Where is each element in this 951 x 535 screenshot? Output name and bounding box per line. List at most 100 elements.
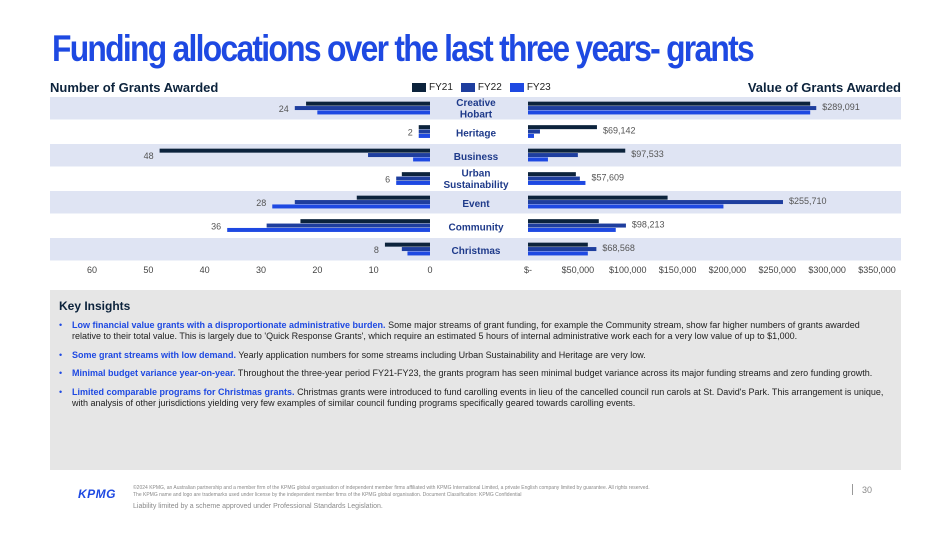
right-bar-fy21 (528, 219, 599, 224)
left-bar-fy21 (356, 195, 430, 200)
page-number: 30 (862, 485, 873, 495)
right-bar-fy21 (528, 125, 597, 130)
right-bar-fy22 (528, 106, 817, 111)
right-axis-tick: $- (524, 265, 532, 275)
right-data-label: $255,710 (789, 196, 827, 206)
left-bar-fy21 (384, 242, 430, 247)
left-axis-tick: 20 (312, 265, 322, 275)
left-bar-fy23 (413, 157, 430, 162)
insight-lead: Some grant streams with low demand. (72, 349, 237, 360)
left-bar-fy22 (368, 153, 430, 158)
right-data-label: $69,142 (603, 125, 636, 135)
footer-legal-line-1: ©2024 KPMG, an Australian partnership an… (133, 485, 650, 491)
left-data-label: 48 (144, 151, 154, 161)
insight-item: Some grant streams with low demand. Year… (59, 349, 891, 362)
right-bar-fy23 (528, 133, 534, 138)
footer-divider (852, 484, 853, 495)
right-bar-fy21 (528, 148, 626, 153)
left-bar-fy23 (396, 180, 430, 185)
right-bar-fy23 (528, 251, 588, 256)
left-axis-tick: 50 (143, 265, 153, 275)
right-axis-tick: $300,000 (808, 265, 846, 275)
category-label: Hobart (460, 110, 493, 121)
right-bar-fy23 (528, 180, 586, 185)
right-bar-fy23 (528, 204, 724, 209)
left-chart-title: Number of Grants Awarded (50, 80, 219, 95)
insight-item: Limited comparable programs for Christma… (59, 387, 891, 410)
category-label: Creative (456, 98, 496, 109)
insight-item: Low financial value grants with a dispro… (59, 320, 891, 343)
left-data-label: 36 (211, 221, 221, 231)
left-axis-tick: 40 (200, 265, 210, 275)
legend-swatch-fy23 (509, 82, 524, 92)
right-bar-fy22 (528, 223, 626, 228)
left-data-label: 8 (374, 245, 379, 255)
legend-swatch-fy22 (460, 82, 475, 92)
left-bar-fy22 (294, 200, 430, 205)
left-bar-fy22 (266, 223, 430, 228)
right-bar-fy21 (528, 242, 588, 247)
key-insights-panel: Key Insights Low financial value grants … (50, 290, 901, 470)
insight-lead: Limited comparable programs for Christma… (72, 386, 295, 397)
left-bar-fy23 (407, 251, 430, 256)
left-bar-fy21 (418, 125, 430, 130)
legend-item-fy23: FY23 (509, 80, 551, 94)
right-bar-fy22 (528, 200, 783, 205)
insight-text: Some major streams of grant funding, for… (72, 320, 860, 342)
right-bar-fy21 (528, 172, 576, 177)
row-band (50, 238, 901, 261)
footer-legal-line-2: The KPMG name and logo are trademarks us… (133, 492, 522, 498)
category-label: Sustainability (443, 180, 508, 191)
right-data-label: $57,609 (591, 172, 624, 182)
right-data-label: $98,213 (632, 219, 665, 229)
left-bar-fy21 (159, 148, 430, 153)
legend-label-fy23: FY23 (526, 81, 551, 93)
left-data-label: 6 (385, 174, 390, 184)
legend-label-fy22: FY22 (477, 81, 502, 93)
insight-text: Throughout the three-year period FY21-FY… (235, 368, 873, 379)
right-axis-tick: $100,000 (609, 265, 647, 275)
legend-label-fy21: FY21 (429, 81, 453, 93)
left-bar-fy23 (227, 227, 430, 232)
right-data-label: $289,091 (822, 102, 860, 112)
legend-item-fy22: FY22 (460, 80, 502, 94)
category-label: Business (454, 152, 499, 163)
right-axis-tick: $250,000 (759, 265, 797, 275)
left-bar-fy21 (306, 101, 430, 106)
category-label: Community (449, 222, 504, 233)
left-axis-tick: 0 (427, 265, 432, 275)
chart-legend: FY21 FY22 FY23 (412, 80, 551, 94)
right-axis-tick: $150,000 (659, 265, 697, 275)
legend-item-fy21: FY21 (412, 80, 453, 94)
right-data-label: $68,568 (602, 243, 635, 253)
category-label: Christmas (452, 246, 501, 257)
right-axis-tick: $350,000 (858, 265, 896, 275)
page-title: Funding allocations over the last three … (52, 28, 755, 69)
insight-lead: Low financial value grants with a dispro… (72, 320, 386, 330)
left-bar-fy21 (401, 172, 430, 177)
left-bar-fy21 (300, 219, 430, 224)
left-bar-fy23 (418, 133, 430, 138)
left-bar-fy22 (401, 247, 430, 252)
insight-text: Yearly application numbers for some stre… (236, 349, 646, 360)
insight-lead: Minimal budget variance year-on-year. (72, 368, 236, 379)
right-bar-fy22 (528, 153, 578, 158)
kpmg-logo: KPMG (78, 487, 116, 501)
left-axis-tick: 10 (369, 265, 379, 275)
left-data-label: 2 (408, 127, 413, 137)
category-label: Urban (462, 169, 491, 180)
left-bar-fy22 (396, 176, 430, 181)
right-axis-tick: $200,000 (709, 265, 747, 275)
right-bar-fy22 (528, 247, 597, 252)
left-bar-fy22 (294, 106, 430, 111)
right-data-label: $97,533 (631, 149, 664, 159)
right-bar-fy21 (528, 101, 811, 106)
left-bar-fy23 (272, 204, 430, 209)
key-insights-title: Key Insights (59, 299, 131, 313)
insight-item: Minimal budget variance year-on-year. Th… (59, 368, 891, 380)
right-bar-fy21 (528, 195, 668, 200)
left-data-label: 28 (256, 198, 266, 208)
left-axis-tick: 30 (256, 265, 266, 275)
insight-text: Christmas grants were introduced to fund… (72, 386, 884, 409)
